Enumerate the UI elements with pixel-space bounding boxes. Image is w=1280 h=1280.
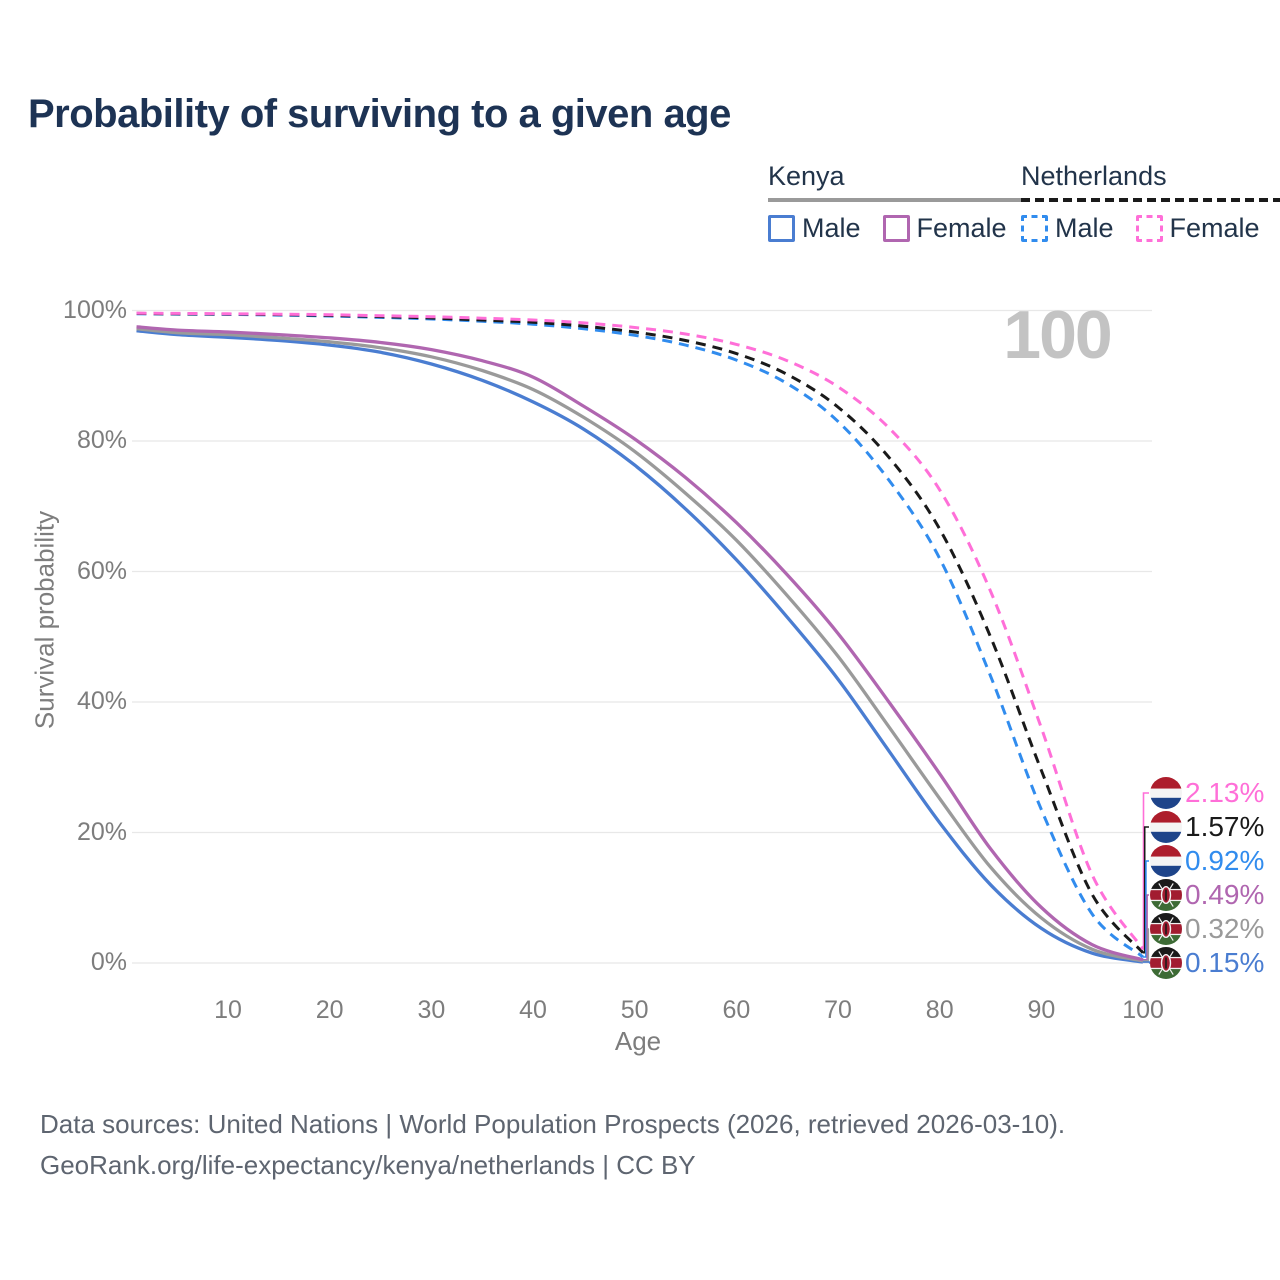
series-end-label: 0.92% — [1185, 845, 1265, 876]
x-axis-title: Age — [614, 1026, 662, 1056]
legend-item-kenya-female[interactable]: Female — [882, 213, 1007, 244]
curve-kenya-male[interactable] — [136, 329, 1144, 964]
x-tick-label: 90 — [1027, 996, 1056, 1024]
kenya-line-style-swatch — [768, 198, 1029, 202]
legend-checkbox-icon[interactable] — [882, 215, 910, 242]
x-tick-label: 80 — [925, 996, 954, 1024]
kenya-flag-icon — [1150, 947, 1182, 979]
leader-line — [1143, 860, 1149, 958]
y-tick-label: 100% — [63, 295, 127, 324]
age-watermark: 100 — [1003, 297, 1112, 373]
legend-item-netherlands-male[interactable]: Male — [1021, 213, 1114, 244]
netherlands-flag-icon — [1150, 845, 1182, 877]
y-tick-label: 40% — [76, 687, 127, 715]
legend-item-label: Female — [916, 213, 1007, 243]
legend-group-netherlands: Netherlands Male Female — [1021, 161, 1280, 244]
kenya-flag-icon — [1150, 913, 1182, 945]
series-end-label: 2.13% — [1185, 777, 1265, 808]
leader-line — [1143, 928, 1150, 962]
curve-netherlands-both-sexes[interactable] — [136, 311, 1145, 954]
x-tick-label: 50 — [620, 996, 649, 1024]
y-tick-label: 60% — [76, 556, 127, 585]
curve-kenya-both-sexes[interactable] — [136, 327, 1144, 963]
legend-items-kenya: Male Female — [768, 213, 1029, 244]
series-end-label: 1.57% — [1185, 811, 1265, 842]
x-tick-label: 30 — [417, 996, 446, 1024]
leader-line — [1143, 894, 1149, 961]
x-tick-label: 20 — [315, 996, 344, 1024]
footer-data-sources: Data sources: United Nations | World Pop… — [40, 1109, 1066, 1139]
series-end-label: 0.49% — [1185, 879, 1265, 910]
x-tick-label: 70 — [824, 996, 852, 1024]
legend-item-label: Female — [1169, 213, 1260, 243]
leader-line — [1143, 826, 1149, 954]
x-tick-label: 40 — [519, 996, 547, 1024]
x-tick-label: 10 — [214, 996, 242, 1024]
footer: Data sources: United Nations | World Pop… — [40, 1104, 1065, 1186]
netherlands-flag-icon — [1150, 777, 1182, 809]
netherlands-flag-icon — [1150, 811, 1182, 843]
legend-checkbox-icon[interactable] — [768, 215, 795, 242]
x-tick-label: 60 — [722, 996, 751, 1024]
page-title: Probability of surviving to a given age — [28, 92, 731, 136]
legend-item-label: Male — [1055, 213, 1114, 243]
footer-attribution: GeoRank.org/life-expectancy/kenya/nether… — [40, 1150, 696, 1180]
y-axis-title: Survival probability — [29, 510, 60, 730]
legend-items-netherlands: Male Female — [1021, 213, 1280, 244]
series-end-label: 0.15% — [1185, 947, 1265, 978]
y-tick-label: 80% — [76, 426, 127, 454]
legend-country-netherlands: Netherlands — [1021, 161, 1167, 191]
kenya-flag-icon — [1150, 879, 1182, 911]
legend-group-kenya: Kenya Male Female — [768, 161, 1029, 244]
legend-country-kenya: Kenya — [768, 161, 845, 191]
x-tick-label: 100 — [1122, 996, 1164, 1024]
curve-netherlands-male[interactable] — [136, 312, 1144, 959]
series-end-label: 0.32% — [1185, 913, 1265, 944]
leader-line — [1142, 792, 1149, 950]
netherlands-line-style-swatch — [1021, 198, 1280, 202]
legend-item-netherlands-female[interactable]: Female — [1135, 213, 1260, 244]
legend-item-label: Male — [802, 213, 861, 243]
legend-checkbox-icon[interactable] — [1021, 215, 1048, 242]
y-tick-label: 20% — [76, 817, 127, 846]
curve-kenya-female[interactable] — [136, 325, 1144, 962]
y-tick-label: 0% — [90, 948, 127, 976]
curve-netherlands-female[interactable] — [136, 311, 1145, 950]
legend-checkbox-icon[interactable] — [1135, 215, 1163, 242]
leader-line — [1143, 961, 1151, 964]
legend-item-kenya-male[interactable]: Male — [768, 213, 861, 244]
